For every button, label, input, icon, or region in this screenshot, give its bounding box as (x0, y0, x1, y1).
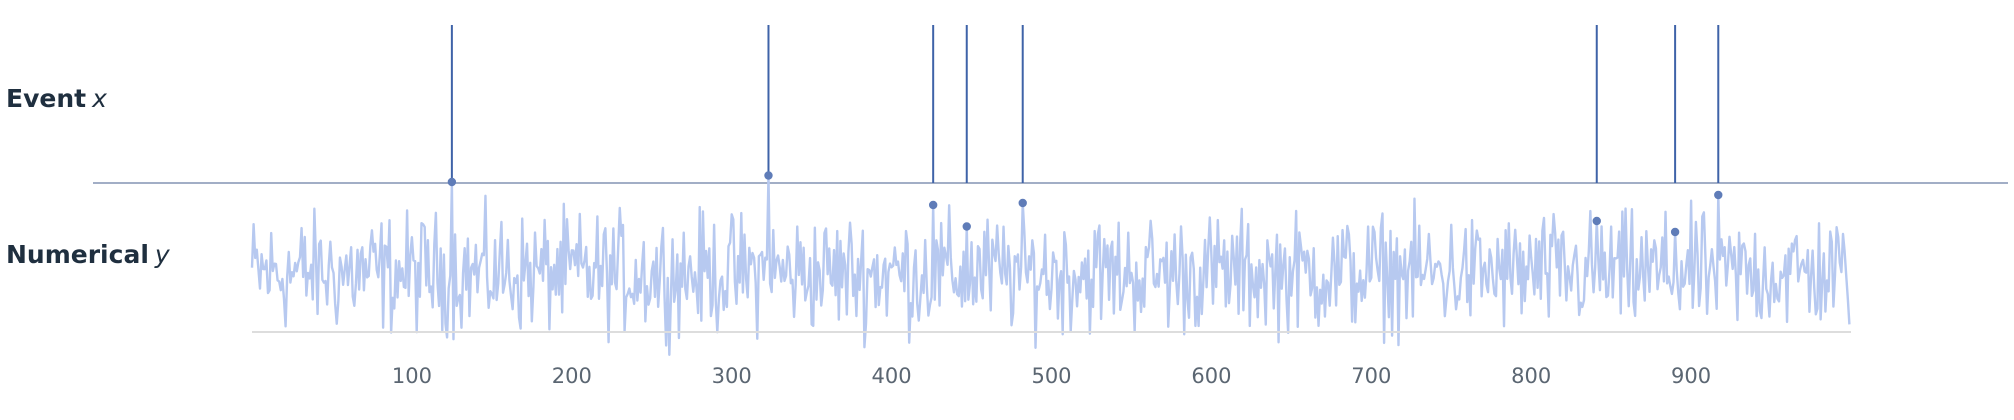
x-tick-label-600: 600 (1191, 364, 1231, 388)
x-tick-label-800: 800 (1511, 364, 1551, 388)
event-row-label: Event x (6, 84, 107, 113)
numerical-peak-marker-0 (447, 177, 457, 187)
event-label-text: Event (6, 84, 87, 113)
numerical-peak-marker-7 (1714, 190, 1723, 200)
numerical-peak-marker-1 (764, 171, 773, 180)
x-tick-label-300: 300 (712, 364, 752, 388)
numerical-peak-marker-2 (928, 200, 938, 210)
numerical-peak-marker-3 (962, 222, 971, 231)
x-tick-label-200: 200 (552, 364, 592, 388)
x-tick-label-400: 400 (872, 364, 912, 388)
numerical-peak-marker-4 (1018, 198, 1027, 208)
x-tick-label-700: 700 (1351, 364, 1391, 388)
numerical-label-variable: y (154, 240, 170, 269)
numerical-label-text: Numerical (6, 240, 149, 269)
x-tick-label-900: 900 (1671, 364, 1711, 388)
x-tick-label-500: 500 (1031, 364, 1071, 388)
numerical-peak-marker-6 (1670, 227, 1680, 237)
x-tick-label-100: 100 (392, 364, 432, 388)
numerical-series-line (250, 174, 1851, 356)
numerical-peak-marker-5 (1592, 216, 1601, 226)
numerical-row-label: Numerical y (6, 240, 170, 269)
event-label-variable: x (92, 84, 107, 113)
